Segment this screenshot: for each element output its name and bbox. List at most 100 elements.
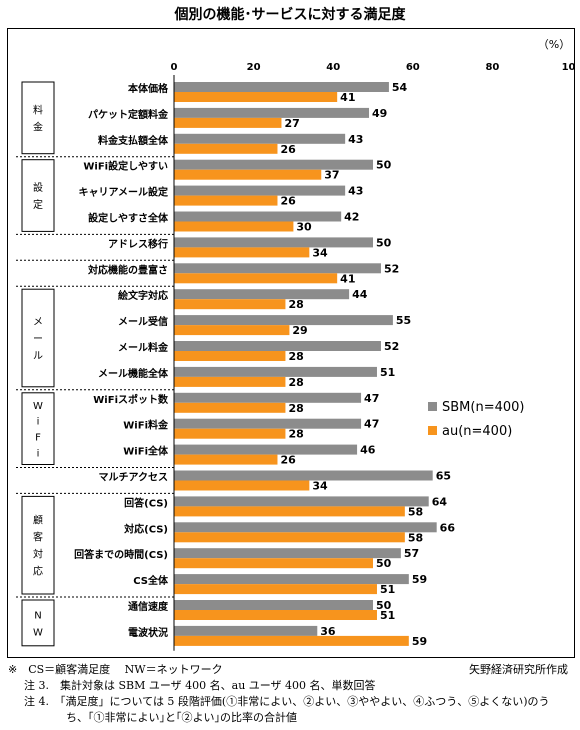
bar-sbm	[174, 82, 389, 92]
category-label: 絵文字対応	[118, 289, 168, 302]
bar-sbm	[174, 548, 401, 559]
category-label: WiFi全体	[123, 445, 169, 458]
bar-au	[174, 480, 310, 491]
data-label-au: 28	[288, 376, 303, 389]
data-label-sbm: 51	[380, 366, 395, 379]
bar-sbm	[174, 574, 409, 585]
data-label-au: 50	[376, 557, 392, 570]
data-label-au: 28	[288, 428, 303, 441]
data-label-au: 51	[380, 609, 395, 622]
bar-sbm	[174, 185, 346, 196]
data-label-sbm: 64	[432, 495, 448, 508]
data-label-sbm: 47	[364, 418, 379, 431]
bar-sbm	[174, 496, 429, 507]
group-label-char: 客	[33, 531, 43, 544]
source-credit: 矢野経済研究所作成	[469, 663, 568, 676]
bar-sbm	[174, 133, 346, 144]
category-label: 回答(CS)	[124, 496, 168, 509]
unit-label: （%）	[538, 38, 570, 51]
category-label: キャリアメール設定	[79, 186, 169, 199]
bar-au	[174, 428, 286, 439]
category-label: WiFi料金	[123, 419, 169, 432]
group-label-char: 対	[33, 548, 43, 561]
bar-sbm	[174, 470, 433, 481]
group-box	[21, 81, 55, 155]
data-label-sbm: 57	[404, 547, 419, 560]
bar-sbm	[174, 211, 342, 222]
bar-sbm	[174, 315, 393, 326]
category-label: 料金支払額全体	[98, 134, 169, 147]
bar-au	[174, 273, 338, 284]
x-tick-label: 80	[485, 62, 499, 73]
bar-au	[174, 143, 278, 154]
bar-au	[174, 221, 294, 232]
bar-au	[174, 351, 286, 361]
data-label-sbm: 49	[372, 107, 387, 120]
footnote-3: 注 3. 集計対象は SBM ユーザ 400 名、au ユーザ 400 名、単数…	[24, 679, 376, 692]
legend-swatch	[428, 402, 437, 411]
category-label: WiFi設定しやすい	[83, 160, 168, 173]
bar-au	[174, 454, 278, 465]
group-label-char: 設	[33, 181, 43, 194]
bar-sbm	[174, 392, 362, 403]
group-label-char: i	[37, 449, 40, 460]
category-label: メール料金	[118, 341, 169, 354]
bar-sbm	[174, 237, 373, 248]
bar-au	[174, 635, 409, 646]
bar-sbm	[174, 159, 373, 170]
x-tick-label: 20	[247, 62, 261, 73]
bar-sbm	[174, 289, 350, 300]
group-box	[21, 159, 55, 232]
data-label-au: 26	[280, 143, 296, 156]
data-label-sbm: 44	[352, 288, 368, 301]
category-label: メール機能全体	[98, 367, 169, 380]
bar-sbm	[174, 625, 318, 636]
group-box	[21, 599, 55, 647]
bar-au	[174, 402, 286, 413]
data-label-sbm: 55	[396, 314, 411, 327]
group-label-char: N	[34, 610, 41, 621]
bar-au	[174, 195, 278, 206]
category-label: メール受信	[118, 315, 168, 328]
category-label: 通信速度	[128, 600, 169, 613]
x-tick-label: 40	[326, 62, 340, 73]
group-label-char: W	[33, 627, 43, 638]
data-label-sbm: 52	[384, 262, 399, 275]
x-tick-label: 60	[406, 62, 420, 73]
data-label-sbm: 65	[436, 470, 451, 483]
group-label-char: i	[37, 417, 40, 428]
group-box	[21, 288, 55, 388]
data-label-au: 26	[280, 195, 296, 208]
bar-au	[174, 584, 377, 595]
group-label-char: 顧	[33, 514, 43, 527]
data-label-sbm: 43	[348, 133, 363, 146]
data-label-au: 41	[340, 272, 355, 285]
data-label-sbm: 50	[376, 599, 392, 612]
data-label-au: 59	[412, 635, 427, 648]
bar-sbm	[174, 107, 370, 118]
category-label: 設定しやすさ全体	[88, 212, 169, 225]
legend-label: au(n=400)	[442, 424, 512, 439]
bar-au	[174, 610, 377, 620]
data-label-au: 37	[324, 169, 339, 182]
legend-swatch	[428, 426, 437, 435]
category-label: CS全体	[133, 574, 169, 587]
category-label: 対応(CS)	[123, 522, 168, 535]
data-label-sbm: 36	[320, 625, 336, 638]
footnote-abbreviations: ※ CS＝顧客満足度 NW＝ネットワーク	[8, 663, 223, 676]
bar-sbm	[174, 263, 381, 274]
group-label-char: F	[35, 433, 41, 444]
data-label-sbm: 46	[360, 444, 376, 457]
category-label: マルチアクセス	[99, 472, 169, 484]
bar-au	[174, 325, 290, 336]
bar-chart: （%） 0 20 40 60 80 100 本体価格 54 41 パケット定額料金 49 27 料金支払額…	[16, 38, 574, 651]
chart-frame: （%） 0 20 40 60 80 100 本体価格 54 41 パケット定額料金 49 27 料金支払額…	[7, 28, 575, 658]
data-label-au: 58	[408, 531, 423, 544]
category-label: パケット定額料金	[88, 108, 169, 121]
data-label-sbm: 47	[364, 392, 379, 405]
bar-au	[174, 299, 286, 310]
bar-au	[174, 117, 282, 128]
group-label-char: ル	[33, 351, 43, 362]
category-label: 対応機能の豊富さ	[87, 263, 168, 276]
footnote-4: 注 4. 「満足度」については 5 段階評価(①非常によい、②よい、③ややよい、…	[24, 695, 550, 708]
